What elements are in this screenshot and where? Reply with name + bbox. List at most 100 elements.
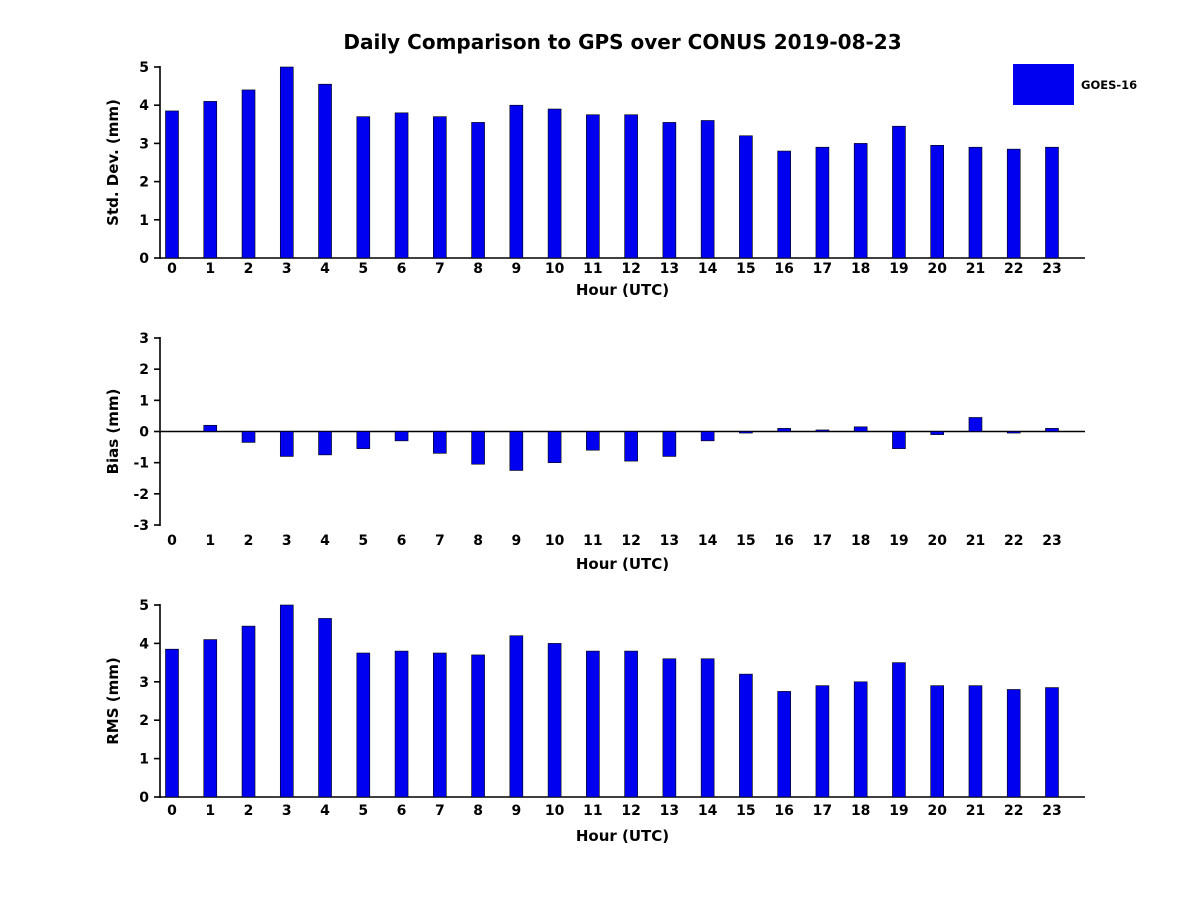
x-tick-label: 7: [435, 803, 445, 819]
x-axis-label: Hour (UTC): [576, 281, 669, 299]
bar: [394, 431, 409, 442]
x-tick-label: 9: [511, 261, 521, 277]
x-tick-label: 7: [435, 261, 445, 277]
x-tick-label: 23: [1042, 803, 1061, 819]
x-tick-label: 4: [320, 533, 330, 549]
bar: [241, 89, 256, 259]
y-tick-label: -3: [133, 518, 149, 534]
chart-stddev: 0 1 2 3 4 5 0 1 2 3 4 5 6 7 8 9 10 11 12 13 14 15 16 17 18 19 20 21…: [0, 55, 1200, 305]
bar: [203, 424, 218, 432]
y-tick-label: 0: [139, 425, 149, 441]
bar: [968, 146, 983, 259]
bar: [1045, 146, 1059, 259]
x-tick-label: 3: [282, 533, 292, 549]
bar: [509, 104, 524, 259]
x-tick-label: 4: [320, 803, 330, 819]
x-tick-label: 15: [736, 261, 755, 277]
x-tick-label: 3: [282, 261, 292, 277]
bar: [471, 654, 485, 798]
bar: [739, 135, 753, 259]
bar: [165, 110, 179, 259]
x-tick-label: 4: [320, 261, 330, 277]
bar: [700, 658, 715, 798]
bar: [318, 431, 332, 456]
x-tick-label: 9: [511, 533, 521, 549]
bar: [279, 604, 294, 798]
x-tick-label: 1: [205, 803, 215, 819]
y-axis-label: RMS (mm): [104, 657, 122, 744]
bar: [853, 681, 868, 798]
chart-bias: -3 -2 -1 0 1 2 3 0 1 2 3 4 5 6 7 8 9 10 11 12 13 14 15 16 17 18 19…: [0, 325, 1200, 580]
bar: [394, 650, 409, 798]
y-tick-label: 1: [139, 213, 149, 229]
bar: [394, 112, 409, 259]
legend-swatch: [1013, 64, 1074, 105]
bar: [547, 431, 562, 463]
bar: [356, 116, 371, 259]
bar: [815, 146, 830, 259]
bar: [662, 122, 677, 259]
bar: [739, 673, 753, 798]
x-tick-label: 19: [889, 533, 908, 549]
x-tick-label: 12: [621, 803, 640, 819]
bar: [586, 650, 600, 798]
bar: [433, 431, 447, 454]
x-tick-label: 22: [1004, 803, 1023, 819]
x-tick-label: 16: [774, 533, 793, 549]
bar: [662, 431, 677, 457]
y-tick-label: 0: [139, 790, 149, 806]
y-tick-label: 5: [139, 60, 149, 76]
bar: [930, 431, 945, 435]
x-axis-label: Hour (UTC): [576, 555, 669, 573]
chart-rms: 0 1 2 3 4 5 0 1 2 3 4 5 6 7 8 9 10 11 12 13 14 15 16 17 18 19 20 21…: [0, 592, 1200, 857]
bar: [739, 431, 753, 434]
bar: [662, 658, 677, 798]
bar: [892, 125, 906, 259]
x-tick-label: 12: [621, 533, 640, 549]
y-tick-label: 1: [139, 752, 149, 768]
bar: [586, 114, 600, 259]
bar: [777, 150, 791, 259]
bar: [968, 417, 983, 432]
x-tick-label: 1: [205, 261, 215, 277]
x-tick-label: 6: [397, 533, 407, 549]
x-tick-label: 2: [244, 533, 254, 549]
bar: [1006, 689, 1021, 798]
y-tick-label: -2: [133, 487, 149, 503]
x-tick-label: 20: [927, 533, 947, 549]
x-tick-label: 22: [1004, 261, 1023, 277]
x-tick-label: 10: [545, 261, 565, 277]
x-tick-label: 18: [851, 803, 870, 819]
x-tick-label: 2: [244, 803, 254, 819]
bar: [241, 625, 256, 798]
x-tick-label: 17: [813, 261, 832, 277]
x-tick-label: 22: [1004, 533, 1023, 549]
bar: [1006, 148, 1021, 259]
bar: [318, 83, 332, 259]
y-tick-label: 4: [139, 636, 149, 652]
x-tick-label: 18: [851, 261, 870, 277]
x-tick-label: 7: [435, 533, 445, 549]
x-tick-label: 8: [473, 261, 483, 277]
x-tick-label: 5: [358, 533, 368, 549]
x-tick-label: 14: [698, 533, 718, 549]
y-tick-label: -1: [133, 456, 149, 472]
x-tick-label: 3: [282, 803, 292, 819]
bar: [471, 431, 485, 465]
bar: [586, 431, 600, 451]
bar: [892, 431, 906, 449]
x-tick-label: 13: [660, 261, 679, 277]
bar: [203, 101, 218, 259]
x-tick-label: 11: [583, 533, 602, 549]
chart-title: Daily Comparison to GPS over CONUS 2019-…: [343, 30, 902, 54]
y-tick-label: 2: [139, 362, 149, 378]
x-tick-label: 0: [167, 261, 177, 277]
x-tick-label: 8: [473, 803, 483, 819]
x-tick-label: 11: [583, 261, 602, 277]
bar: [815, 685, 830, 798]
x-tick-label: 1: [205, 533, 215, 549]
bar: [356, 652, 371, 798]
x-tick-label: 14: [698, 803, 718, 819]
x-tick-label: 12: [621, 261, 640, 277]
x-axis-label: Hour (UTC): [576, 827, 669, 845]
